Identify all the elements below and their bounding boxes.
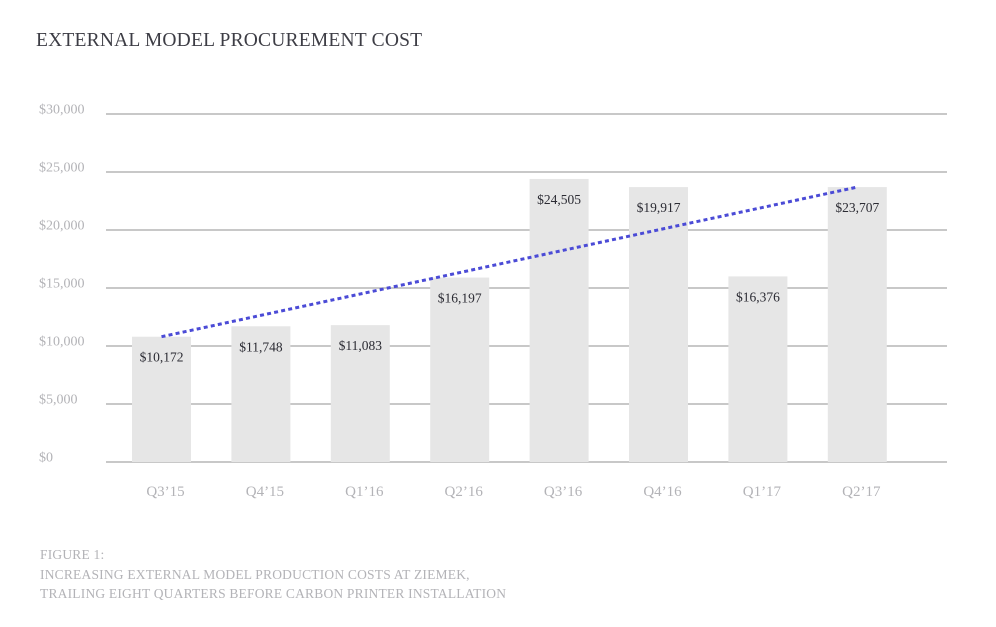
bar bbox=[827, 187, 887, 462]
data-label: $23,707 bbox=[835, 200, 879, 215]
bar bbox=[132, 336, 191, 462]
x-tick-label: Q2’16 bbox=[445, 484, 484, 500]
x-tick-label: Q4’15 bbox=[246, 484, 284, 500]
data-labels: $10,172 $11,748 $11,083 $16,197 $24,505 $19,9… bbox=[140, 192, 880, 365]
caption-figure-number: FIGURE 1: bbox=[40, 547, 105, 562]
data-label: $16,197 bbox=[438, 291, 482, 306]
x-axis-ticks: Q3’15 Q4’15 Q1’16 Q2’16 Q3’16 Q4’16 Q1’17 Q2’17 bbox=[146, 484, 881, 500]
trend-line bbox=[161, 185, 858, 339]
chart-title: EXTERNAL MODEL PROCUREMENT COST bbox=[36, 30, 423, 51]
data-label: $16,376 bbox=[736, 289, 780, 304]
y-tick-label: $5,000 bbox=[39, 393, 78, 408]
y-tick-label: $15,000 bbox=[39, 277, 85, 292]
y-tick-label: $20,000 bbox=[39, 219, 85, 234]
y-tick-label: $10,000 bbox=[39, 335, 85, 350]
bars bbox=[132, 178, 887, 462]
x-tick-label: Q3’15 bbox=[146, 484, 184, 500]
caption-line-2: TRAILING EIGHT QUARTERS BEFORE CARBON PR… bbox=[40, 586, 507, 601]
y-axis-ticks: $0 $5,000 $10,000 $15,000 $20,000 $25,000 $30,… bbox=[39, 103, 85, 466]
trend-line-path bbox=[161, 185, 858, 339]
x-tick-label: Q3’16 bbox=[544, 484, 583, 500]
data-label: $11,748 bbox=[239, 339, 283, 354]
x-tick-label: Q1’17 bbox=[743, 484, 782, 500]
bar bbox=[728, 276, 788, 462]
x-tick-label: Q1’16 bbox=[345, 484, 384, 500]
bar bbox=[231, 326, 291, 462]
caption-line-1: INCREASING EXTERNAL MODEL PRODUCTION COS… bbox=[40, 566, 470, 582]
y-tick-label: $25,000 bbox=[39, 161, 85, 176]
bar bbox=[430, 277, 490, 462]
y-tick-label: $30,000 bbox=[39, 103, 85, 118]
data-label: $10,172 bbox=[140, 350, 184, 365]
data-label: $24,505 bbox=[537, 192, 581, 207]
figure-caption: FIGURE 1: INCREASING EXTERNAL MODEL PROD… bbox=[40, 545, 506, 604]
bar bbox=[629, 187, 688, 462]
data-label: $19,917 bbox=[637, 200, 681, 215]
bar bbox=[529, 178, 589, 462]
grid-lines bbox=[106, 113, 947, 463]
x-tick-label: Q2’17 bbox=[842, 484, 881, 500]
bar bbox=[330, 325, 390, 462]
data-label: $11,083 bbox=[339, 338, 383, 353]
y-tick-label: $0 bbox=[39, 451, 53, 466]
x-tick-label: Q4’16 bbox=[643, 484, 682, 500]
